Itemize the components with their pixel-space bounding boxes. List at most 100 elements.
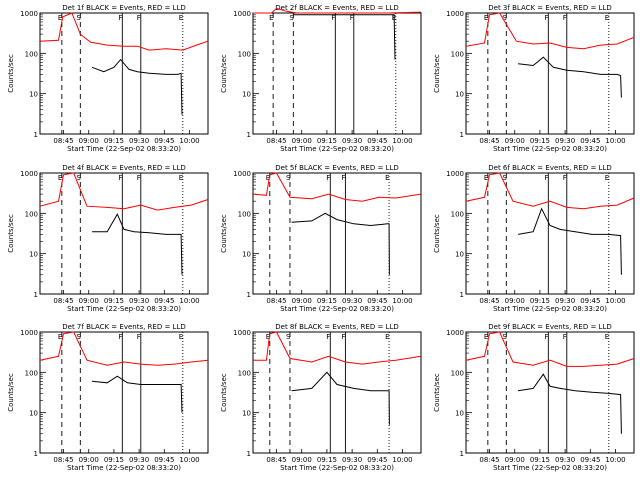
- y-tick-label: 1: [247, 450, 251, 458]
- event-marker-label: S: [286, 333, 291, 341]
- y-tick-label: 1: [247, 131, 251, 139]
- x-axis-label: Start Time (22-Sep-02 08:33:20): [493, 145, 607, 153]
- x-tick-label: 09:00: [79, 137, 99, 145]
- y-tick-label: 10: [242, 251, 251, 259]
- y-tick-label: 100: [25, 50, 38, 58]
- x-tick-label: 09:30: [342, 456, 362, 464]
- y-axis-label: Counts/sec: [7, 54, 15, 93]
- x-tick-label: 09:15: [104, 137, 124, 145]
- x-tick-label: 08:45: [53, 137, 73, 145]
- y-axis-label: Counts/sec: [7, 214, 15, 253]
- panel-title: Det 6f BLACK = Events, RED = LLD: [488, 164, 611, 172]
- plot-frame: [465, 331, 635, 454]
- lld-series-line: [465, 12, 635, 50]
- y-tick-label: 1000: [20, 10, 38, 18]
- event-marker-label: E: [605, 333, 609, 341]
- events-series-line: [291, 212, 390, 275]
- x-tick-label: 09:15: [104, 297, 124, 305]
- y-tick-label: 1: [34, 291, 38, 299]
- x-tick-label: 09:00: [292, 137, 312, 145]
- y-tick-label: 1: [34, 131, 38, 139]
- x-tick-label: 09:15: [317, 456, 337, 464]
- event-marker-label: E: [385, 333, 389, 341]
- event-marker-label: F: [118, 174, 122, 182]
- x-tick-label: 09:30: [129, 137, 149, 145]
- x-tick-label: 08:45: [53, 456, 73, 464]
- panel-title: Det 9f BLACK = Events, RED = LLD: [488, 323, 611, 331]
- event-marker-label: E: [605, 174, 609, 182]
- x-tick-label: 09:30: [129, 297, 149, 305]
- y-tick-label: 1000: [446, 329, 464, 337]
- y-tick-label: 1: [460, 131, 464, 139]
- x-tick-label: 08:45: [266, 297, 286, 305]
- event-marker-label: S: [76, 174, 81, 182]
- plot-frame: [252, 172, 422, 295]
- event-marker-label: F: [118, 333, 122, 341]
- x-tick-label: 09:30: [129, 456, 149, 464]
- x-tick-label: 09:45: [580, 456, 600, 464]
- events-series-line: [92, 375, 183, 413]
- x-tick-label: 09:30: [342, 297, 362, 305]
- detector-panel: Det 8f BLACK = Events, RED = LLD 1 10 100 10…: [220, 323, 422, 472]
- x-tick-label: 09:00: [79, 456, 99, 464]
- event-marker-label: E: [484, 333, 488, 341]
- lld-series-line: [252, 172, 422, 202]
- x-tick-label: 08:45: [53, 297, 73, 305]
- y-axis-label: Counts/sec: [433, 373, 441, 412]
- x-tick-label: 09:15: [530, 297, 550, 305]
- lld-series-line: [39, 172, 209, 211]
- event-marker-label: E: [266, 174, 270, 182]
- event-marker-label: E: [266, 333, 270, 341]
- y-tick-label: 100: [25, 210, 38, 218]
- x-tick-label: 08:45: [479, 456, 499, 464]
- y-axis-label: Counts/sec: [433, 214, 441, 253]
- y-tick-label: 1000: [20, 329, 38, 337]
- x-tick-label: 09:15: [530, 137, 550, 145]
- x-tick-label: 08:45: [266, 456, 286, 464]
- detector-panel: Det 9f BLACK = Events, RED = LLD 1 10 100 10…: [433, 323, 635, 472]
- event-marker-label: S: [502, 14, 507, 22]
- x-tick-label: 08:45: [479, 297, 499, 305]
- y-axis-label: Counts/sec: [220, 54, 228, 93]
- y-axis-label: Counts/sec: [220, 373, 228, 412]
- y-tick-label: 100: [451, 210, 464, 218]
- x-tick-label: 09:30: [555, 456, 575, 464]
- x-tick-label: 09:45: [154, 456, 174, 464]
- plot-frame: [252, 331, 422, 454]
- y-tick-label: 10: [455, 251, 464, 259]
- event-marker-label: E: [179, 333, 183, 341]
- x-tick-label: 10:00: [179, 137, 199, 145]
- event-marker-label: E: [484, 174, 488, 182]
- y-tick-label: 10: [242, 410, 251, 418]
- event-marker-label: F: [137, 333, 141, 341]
- x-axis-label: Start Time (22-Sep-02 08:33:20): [67, 464, 181, 472]
- events-series-line: [518, 56, 622, 98]
- y-tick-label: 1: [247, 291, 251, 299]
- event-marker-label: S: [76, 333, 81, 341]
- x-tick-label: 09:15: [317, 297, 337, 305]
- event-marker-label: S: [502, 174, 507, 182]
- event-marker-label: E: [58, 333, 62, 341]
- event-marker-label: S: [502, 333, 507, 341]
- event-marker-label: E: [58, 14, 62, 22]
- x-axis-label: Start Time (22-Sep-02 08:33:20): [280, 145, 394, 153]
- event-marker-label: F: [137, 14, 141, 22]
- x-tick-label: 09:00: [505, 456, 525, 464]
- x-tick-label: 09:30: [555, 297, 575, 305]
- y-tick-label: 10: [29, 410, 38, 418]
- x-tick-label: 09:00: [79, 297, 99, 305]
- x-axis-label: Start Time (22-Sep-02 08:33:20): [493, 305, 607, 313]
- x-axis-label: Start Time (22-Sep-02 08:33:20): [280, 464, 394, 472]
- event-marker-label: F: [137, 174, 141, 182]
- event-marker-label: S: [289, 14, 294, 22]
- y-tick-label: 1: [34, 450, 38, 458]
- event-marker-label: F: [331, 14, 335, 22]
- event-marker-label: F: [350, 14, 354, 22]
- x-tick-label: 09:30: [342, 137, 362, 145]
- event-marker-label: F: [544, 14, 548, 22]
- panel-title: Det 8f BLACK = Events, RED = LLD: [275, 323, 398, 331]
- y-tick-label: 10: [455, 410, 464, 418]
- x-tick-label: 08:45: [266, 137, 286, 145]
- y-tick-label: 100: [238, 50, 251, 58]
